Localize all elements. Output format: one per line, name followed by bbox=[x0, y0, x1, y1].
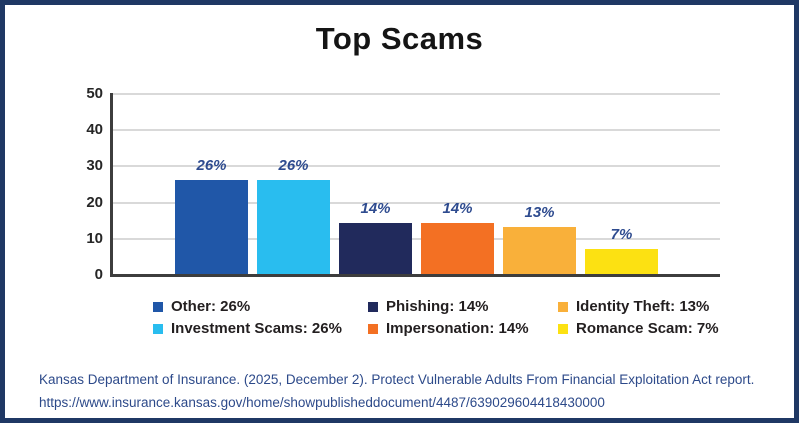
y-tick-label-40: 40 bbox=[86, 121, 103, 139]
bar-identity-theft: 13% bbox=[503, 204, 576, 274]
bar-romance-scam: 7% bbox=[585, 226, 658, 274]
y-tick-label-20: 20 bbox=[86, 193, 103, 211]
legend-swatch-icon bbox=[368, 323, 378, 334]
citation-url: https://www.insurance.kansas.gov/home/sh… bbox=[39, 394, 605, 410]
legend-label: Investment Scams: 26% bbox=[171, 320, 342, 337]
legend-swatch-icon bbox=[153, 323, 163, 334]
bar-value-label: 13% bbox=[524, 203, 555, 221]
y-tick-label-50: 50 bbox=[86, 85, 103, 102]
bar-impersonation: 14% bbox=[421, 200, 494, 274]
legend-item: Romance Scam: 7% bbox=[558, 320, 758, 337]
legend-label: Identity Theft: 13% bbox=[576, 298, 710, 315]
citation-text: Kansas Department of Insurance. (2025, D… bbox=[39, 372, 755, 387]
legend-column-1: Other: 26% Investment Scams: 26% bbox=[153, 298, 368, 337]
legend-swatch-icon bbox=[368, 301, 378, 312]
legend-label: Phishing: 14% bbox=[386, 298, 489, 315]
bar-value-label: 14% bbox=[442, 200, 473, 218]
legend-item: Other: 26% bbox=[153, 298, 368, 315]
bar-phishing: 14% bbox=[339, 200, 412, 274]
bar-value-label: 26% bbox=[278, 156, 309, 174]
legend-item: Identity Theft: 13% bbox=[558, 298, 758, 315]
gridline-40 bbox=[113, 129, 720, 132]
legend-label: Impersonation: 14% bbox=[386, 320, 529, 337]
bar-chart-plot-area: 0 10 20 30 40 50 26% 26% 14% 14% 13% 7% bbox=[86, 85, 720, 283]
legend-column-3: Identity Theft: 13% Romance Scam: 7% bbox=[558, 298, 758, 337]
bars-container: 26% 26% 14% 14% 13% 7% bbox=[175, 93, 658, 274]
bar-other: 26% bbox=[175, 157, 248, 274]
gridline-30 bbox=[113, 165, 720, 168]
legend-column-2: Phishing: 14% Impersonation: 14% bbox=[368, 298, 558, 337]
legend-item: Impersonation: 14% bbox=[368, 320, 558, 337]
legend-label: Other: 26% bbox=[171, 298, 251, 315]
chart-title: Top Scams bbox=[315, 21, 484, 56]
bar-value-label: 7% bbox=[610, 225, 633, 243]
legend-item: Investment Scams: 26% bbox=[153, 320, 368, 337]
legend-swatch-icon bbox=[153, 301, 163, 312]
bar-value-label: 14% bbox=[360, 200, 391, 218]
gridline-10 bbox=[113, 237, 720, 240]
gridline-20 bbox=[113, 201, 720, 204]
legend-label: Romance Scam: 7% bbox=[576, 320, 719, 337]
y-tick-label-30: 30 bbox=[86, 157, 103, 175]
legend-swatch-icon bbox=[558, 323, 568, 334]
gridline-50 bbox=[113, 93, 720, 95]
y-tick-label-10: 10 bbox=[86, 229, 103, 247]
legend-item: Phishing: 14% bbox=[368, 298, 558, 315]
chart-legend: Other: 26% Investment Scams: 26% Phishing:… bbox=[153, 298, 758, 337]
y-tick-label-0: 0 bbox=[94, 266, 103, 283]
source-citation: Kansas Department of Insurance. (2025, D… bbox=[39, 369, 754, 415]
legend-swatch-icon bbox=[558, 301, 568, 312]
bar-value-label: 26% bbox=[196, 156, 227, 174]
bar-investment-scams: 26% bbox=[257, 157, 330, 274]
